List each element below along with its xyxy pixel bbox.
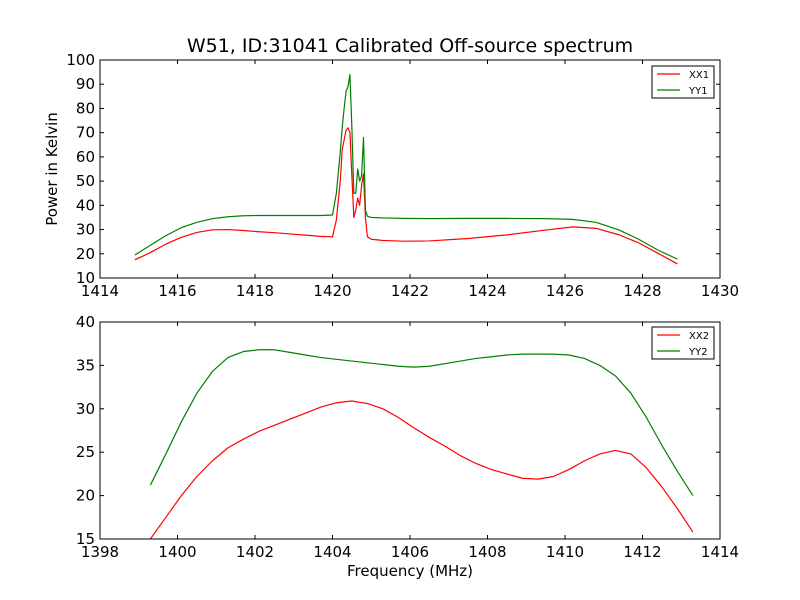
top-y-tick-label: 40 — [76, 196, 95, 214]
bottom-panel: Frequency (MHz) 1398 1400 1402 1404 1406 1408… — [76, 313, 739, 580]
bottom-y-tick-label: 25 — [76, 443, 95, 461]
bottom-y-tick-label: 20 — [76, 487, 95, 505]
top-axis-ticks: 1414 1416 1418 1420 1422 1424 1426 1428 1430 10 20… — [66, 51, 739, 300]
chart-title: W51, ID:31041 Calibrated Off-source spec… — [187, 35, 633, 57]
bottom-axis-ticks: 1398 1400 1402 1404 1406 1408 1410 1412 1414 15 20… — [76, 313, 739, 561]
series-line-yy2 — [149, 349, 694, 496]
legend-label-yy2: YY2 — [688, 347, 708, 358]
series-line-xx1 — [134, 127, 678, 265]
top-x-tick-label: 1418 — [236, 282, 274, 300]
top-legend: XX1 YY1 — [651, 65, 715, 99]
bottom-y-tick-label: 35 — [76, 356, 95, 374]
bottom-x-tick-label: 1400 — [158, 543, 196, 561]
top-y-tick-label: 30 — [76, 221, 95, 239]
legend-label-yy1: YY1 — [688, 86, 708, 97]
top-y-tick-label: 50 — [76, 172, 95, 190]
bottom-y-tick-label: 30 — [76, 400, 95, 418]
top-x-tick-label: 1428 — [623, 282, 661, 300]
bottom-x-tick-label: 1398 — [81, 543, 119, 561]
bottom-plot-frame — [99, 321, 721, 540]
top-x-tick-label: 1426 — [546, 282, 584, 300]
top-y-tick-label: 20 — [76, 245, 95, 263]
bottom-legend: XX2 YY2 — [651, 326, 715, 360]
bottom-x-tick-label: 1404 — [313, 543, 351, 561]
top-y-tick-label: 80 — [76, 99, 95, 117]
top-x-tick-label: 1416 — [158, 282, 196, 300]
top-x-tick-label: 1430 — [701, 282, 739, 300]
top-plot-frame — [99, 59, 721, 279]
legend-label-xx2: XX2 — [689, 331, 709, 342]
top-x-tick-label: 1414 — [81, 282, 119, 300]
top-y-tick-label: 60 — [76, 148, 95, 166]
y-axis-label: Power in Kelvin — [43, 112, 61, 226]
bottom-x-tick-label: 1408 — [468, 543, 506, 561]
legend-label-xx1: XX1 — [689, 70, 709, 81]
bottom-x-tick-label: 1412 — [623, 543, 661, 561]
top-legend-box — [651, 65, 715, 99]
top-x-tick-label: 1420 — [313, 282, 351, 300]
bottom-x-tick-label: 1410 — [546, 543, 584, 561]
x-axis-label: Frequency (MHz) — [347, 562, 473, 580]
series-line-xx2 — [149, 400, 694, 540]
top-y-tick-label: 10 — [76, 269, 95, 287]
top-series-lines — [134, 73, 678, 265]
bottom-y-tick-label: 40 — [76, 313, 95, 331]
bottom-legend-box — [651, 326, 715, 360]
top-x-tick-label: 1422 — [391, 282, 429, 300]
bottom-x-tick-label: 1402 — [236, 543, 274, 561]
top-panel: W51, ID:31041 Calibrated Off-source spec… — [43, 35, 739, 300]
top-y-tick-label: 70 — [76, 124, 95, 142]
top-x-tick-label: 1424 — [468, 282, 506, 300]
bottom-y-tick-label: 15 — [76, 530, 95, 548]
bottom-series-lines — [149, 349, 694, 540]
bottom-x-tick-label: 1406 — [391, 543, 429, 561]
bottom-x-tick-label: 1414 — [701, 543, 739, 561]
series-line-yy1 — [134, 73, 678, 260]
top-y-tick-label: 90 — [76, 75, 95, 93]
top-y-tick-label: 100 — [66, 51, 95, 69]
